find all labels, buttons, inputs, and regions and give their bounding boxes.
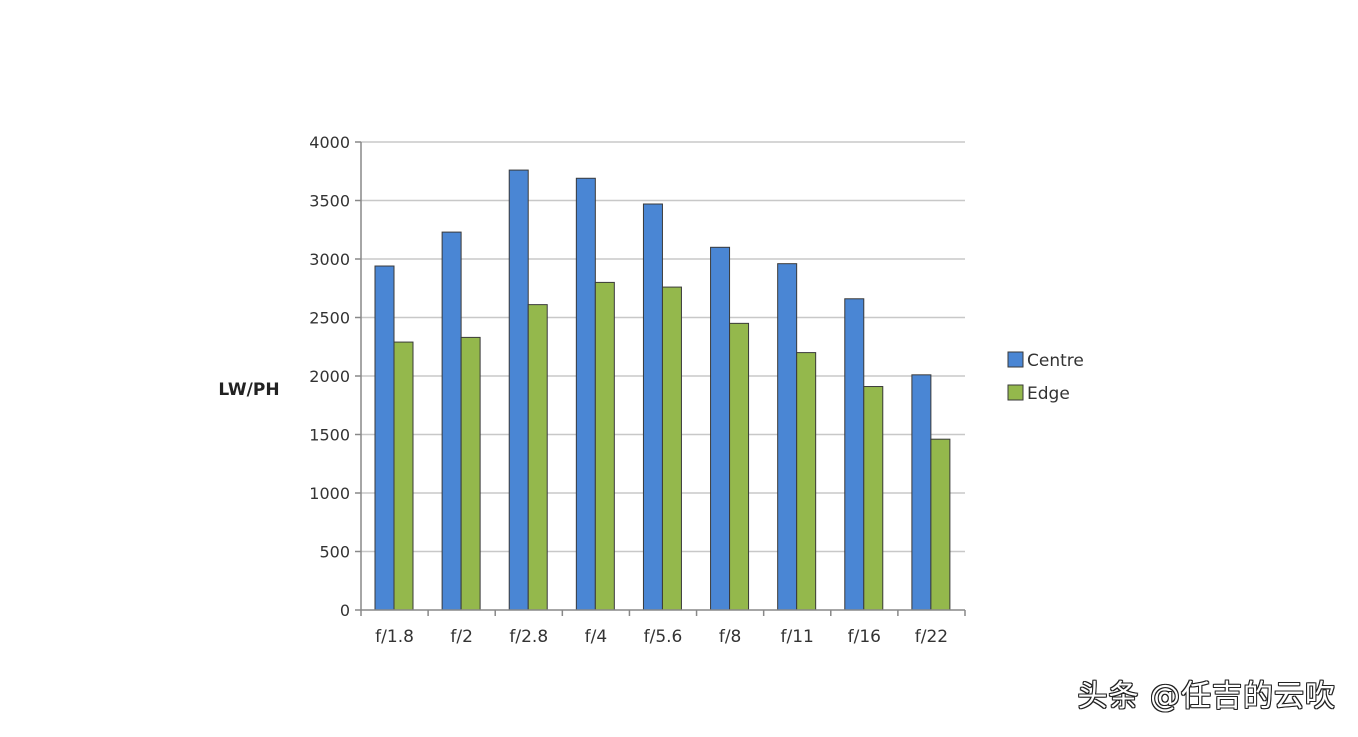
x-tick-label: f/16 (848, 627, 881, 647)
x-tick-label: f/4 (585, 627, 608, 647)
x-tick-label: f/5.6 (644, 627, 683, 647)
bar-centre-f/11 (777, 263, 798, 611)
y-tick-label: 3500 (309, 192, 350, 211)
x-tick-label: f/11 (781, 627, 814, 647)
legend-swatch-edge (1007, 384, 1024, 401)
bar-centre-f/5.6 (642, 203, 663, 611)
bar-centre-f/1.8 (374, 265, 395, 611)
bar-edge-f/22 (930, 438, 951, 611)
bar-centre-f/16 (844, 298, 865, 611)
legend: Centre Edge (1007, 351, 1084, 404)
watermark-text: 头条 @任吉的云吹 (1077, 679, 1336, 714)
x-tick-label: f/22 (915, 627, 948, 647)
x-tick-label: f/1.8 (375, 627, 414, 647)
y-tick-label: 0 (340, 601, 350, 620)
bar-edge-f/2.8 (527, 304, 548, 611)
y-tick-label: 1500 (309, 426, 350, 445)
y-tick-label: 3000 (309, 250, 350, 269)
bar-edge-f/11 (796, 352, 817, 611)
y-tick-label: 2500 (309, 309, 350, 328)
legend-label-centre: Centre (1027, 351, 1084, 371)
axes (355, 141, 966, 616)
bars (374, 169, 951, 611)
bar-centre-f/2.8 (508, 169, 529, 611)
bar-centre-f/22 (911, 374, 932, 611)
y-tick-label: 4000 (309, 133, 350, 152)
y-tick-label: 500 (319, 543, 350, 562)
x-tick-label: f/2.8 (509, 627, 548, 647)
x-tick-label: f/8 (719, 627, 742, 647)
bar-edge-f/4 (594, 281, 615, 611)
bar-edge-f/2 (460, 336, 481, 611)
y-axis-title: LW/PH (218, 380, 279, 400)
bar-edge-f/16 (863, 386, 884, 611)
y-tick-label: 2000 (309, 367, 350, 386)
axis-labels: 0 500 1000 1500 2000 2500 3000 3500 4000 f/1.8 f/2… (309, 133, 948, 647)
bar-edge-f/5.6 (661, 286, 682, 611)
legend-swatch-centre (1007, 351, 1024, 368)
y-tick-label: 1000 (309, 484, 350, 503)
legend-label-edge: Edge (1027, 384, 1070, 404)
bar-centre-f/4 (575, 177, 596, 611)
bar-centre-f/8 (710, 246, 731, 611)
bar-centre-f/2 (441, 231, 462, 611)
bar-edge-f/8 (729, 322, 750, 611)
x-tick-label: f/2 (450, 627, 473, 647)
bar-edge-f/1.8 (393, 341, 414, 611)
